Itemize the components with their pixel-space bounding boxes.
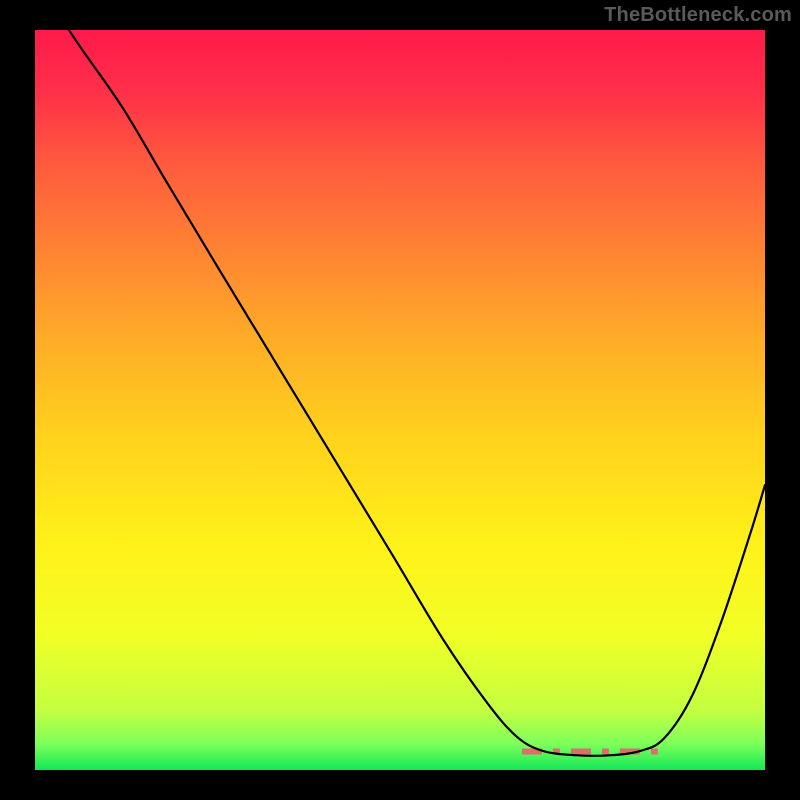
bottleneck-chart [0, 0, 800, 800]
chart-root: TheBottleneck.com [0, 0, 800, 800]
watermark: TheBottleneck.com [604, 4, 792, 27]
plot-background [35, 30, 765, 770]
